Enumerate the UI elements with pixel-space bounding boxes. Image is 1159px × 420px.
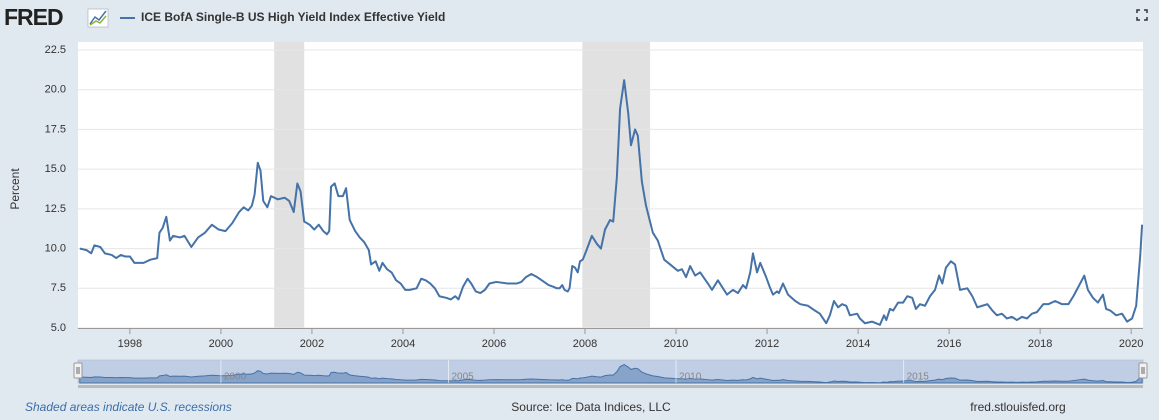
legend-label: ICE BofA Single-B US High Yield Index Ef… — [141, 10, 445, 24]
y-tick-label: 7.5 — [51, 282, 66, 294]
recession-band — [274, 42, 305, 328]
x-tick-label: 2014 — [846, 338, 870, 350]
x-tick-label: 2012 — [755, 338, 779, 350]
navigator-tick-label: 2015 — [907, 372, 930, 383]
navigator-tick-label: 2005 — [451, 372, 474, 383]
y-tick-label: 5.0 — [51, 322, 66, 334]
navigator-selection — [78, 360, 1143, 383]
x-tick-label: 2018 — [1028, 338, 1052, 350]
x-tick-label: 2004 — [391, 338, 415, 350]
series-line — [79, 79, 1144, 326]
logo-icon — [87, 8, 109, 28]
y-tick-label: 10.0 — [45, 242, 66, 254]
x-tick-label: 2010 — [664, 338, 688, 350]
fullscreen-icon[interactable] — [1136, 9, 1148, 21]
x-tick-label: 2002 — [300, 338, 324, 350]
x-tick-label: 1998 — [118, 338, 142, 350]
navigator-scrollbar — [78, 385, 1143, 388]
y-tick-label: 17.5 — [45, 123, 66, 135]
y-axis-label: Percent — [8, 168, 22, 210]
navigator-handle[interactable] — [73, 362, 83, 379]
x-tick-label: 2008 — [573, 338, 597, 350]
x-tick-label: 2016 — [937, 338, 961, 350]
navigator-tick-label: 2010 — [679, 372, 702, 383]
navigator-series — [79, 363, 1143, 384]
source: Source: Ice Data Indices, LLC — [511, 400, 671, 414]
site: fred.stlouisfed.org — [970, 400, 1065, 414]
navigator-tick-label: 2000 — [224, 372, 247, 383]
navigator-handle[interactable] — [1138, 362, 1148, 379]
x-tick-label: 2020 — [1119, 338, 1143, 350]
y-tick-label: 15.0 — [45, 163, 66, 175]
y-tick-label: 22.5 — [45, 44, 66, 56]
x-tick-label: 2006 — [482, 338, 506, 350]
y-tick-label: 20.0 — [45, 84, 66, 96]
y-tick-label: 12.5 — [45, 203, 66, 215]
x-tick-label: 2000 — [209, 338, 233, 350]
logo: FRED — [4, 4, 63, 30]
recession-note: Shaded areas indicate U.S. recessions — [25, 400, 232, 414]
